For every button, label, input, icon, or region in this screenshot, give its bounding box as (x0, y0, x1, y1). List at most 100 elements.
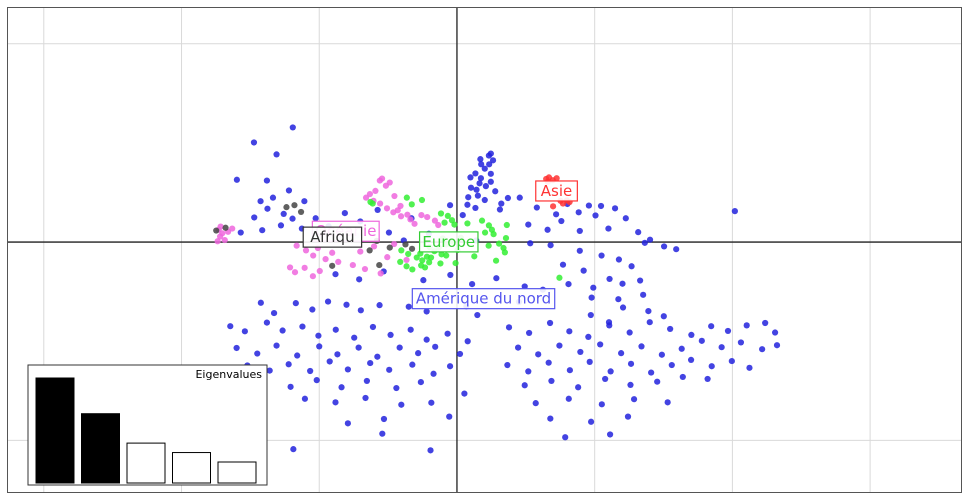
data-point (250, 139, 258, 146)
data-point (280, 210, 287, 217)
data-point (687, 356, 695, 363)
data-point (527, 240, 534, 247)
data-point (309, 273, 317, 280)
data-point (664, 399, 671, 406)
data-point (565, 395, 572, 402)
data-point (329, 249, 336, 256)
data-point (367, 359, 374, 367)
data-point (270, 309, 278, 317)
data-point (558, 217, 565, 225)
data-point (411, 220, 418, 227)
data-point (372, 187, 379, 194)
data-point (254, 350, 261, 357)
data-point (241, 328, 248, 335)
data-point (423, 308, 430, 315)
data-point (640, 291, 647, 298)
data-point (418, 196, 426, 204)
data-point (638, 343, 645, 350)
data-point (259, 227, 266, 234)
data-point (472, 204, 479, 212)
data-point (430, 370, 437, 377)
data-point (501, 249, 508, 256)
data-point (222, 224, 229, 231)
data-point (213, 227, 220, 234)
data-point (374, 353, 381, 360)
data-point (502, 234, 510, 242)
data-point (586, 358, 593, 365)
data-point (546, 319, 554, 327)
data-point (447, 271, 454, 279)
data-point (493, 275, 500, 282)
data-point (646, 319, 653, 326)
data-point (490, 231, 497, 238)
data-point (654, 378, 661, 385)
data-point (398, 401, 405, 408)
eigenvalue-bar (172, 452, 211, 484)
data-point (407, 216, 414, 223)
data-point (316, 267, 323, 275)
data-point (237, 229, 244, 236)
data-point (302, 247, 310, 254)
data-point (341, 210, 348, 217)
data-point (315, 332, 322, 339)
eigenvalues-bars (35, 377, 257, 484)
data-point (667, 325, 674, 333)
data-point (409, 361, 416, 368)
data-point (343, 301, 350, 308)
data-point (549, 203, 557, 210)
data-point (369, 323, 377, 331)
data-point (606, 322, 613, 329)
data-point (504, 361, 511, 369)
data-point (291, 202, 298, 209)
data-point (456, 350, 464, 358)
data-point (477, 175, 485, 182)
data-point (577, 348, 584, 356)
data-point (332, 271, 339, 278)
data-point (477, 156, 484, 163)
data-point (476, 180, 483, 187)
data-point (492, 188, 499, 195)
data-point (309, 306, 316, 313)
data-point (285, 361, 292, 368)
data-point (227, 323, 234, 330)
data-point (724, 327, 732, 335)
data-point (326, 358, 333, 365)
data-point (678, 345, 685, 352)
data-point (505, 324, 513, 331)
data-point (771, 329, 779, 336)
data-point (626, 329, 633, 336)
data-point (446, 363, 454, 370)
data-point (452, 259, 459, 267)
data-point (404, 211, 411, 218)
group-label-box (418, 231, 479, 253)
data-point (357, 307, 364, 314)
data-point (628, 263, 635, 270)
data-point (580, 267, 587, 274)
data-point (435, 221, 442, 229)
data-point (443, 252, 450, 259)
data-point (405, 303, 412, 310)
data-point (313, 377, 320, 384)
data-point (312, 215, 319, 222)
data-point (344, 420, 351, 427)
eigenvalue-bar (217, 461, 257, 484)
data-point (377, 270, 384, 277)
data-point (386, 366, 393, 373)
group-label: Amérique du nord (416, 290, 551, 308)
data-point (492, 257, 500, 264)
data-point (446, 202, 454, 209)
group-label: Afriqu (310, 228, 354, 246)
data-point (289, 215, 296, 222)
data-point (459, 211, 466, 219)
data-point (474, 311, 481, 319)
group-label-box (302, 226, 363, 248)
data-point (370, 243, 378, 250)
data-point (566, 367, 573, 374)
data-point (403, 194, 410, 201)
eigenvalue-bar (126, 442, 166, 484)
data-point (356, 276, 363, 283)
data-point (376, 261, 383, 269)
data-point (334, 351, 341, 358)
data-point (437, 210, 445, 217)
data-point (646, 236, 654, 243)
